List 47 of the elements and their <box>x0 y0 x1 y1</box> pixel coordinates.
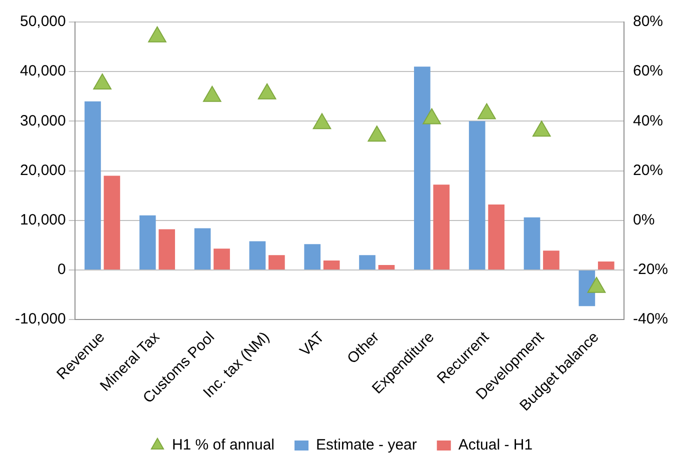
legend-label: H1 % of annual <box>172 436 275 454</box>
y2-tick-label: -40% <box>632 310 668 328</box>
y2-tick-label: 0% <box>632 212 655 229</box>
point <box>478 103 496 120</box>
bar <box>323 260 340 270</box>
bar <box>158 229 176 270</box>
point <box>202 86 222 102</box>
x-tick-label: VAT <box>296 328 328 360</box>
bar <box>214 248 230 270</box>
y2-tick-label: 80% <box>632 13 664 30</box>
bar <box>304 244 321 270</box>
point <box>532 120 551 137</box>
bar <box>84 101 101 270</box>
bar <box>524 217 540 270</box>
point <box>368 126 386 142</box>
y-tick-label: 10,000 <box>20 212 66 229</box>
bar <box>433 184 450 270</box>
bar <box>543 250 560 270</box>
bar <box>414 66 430 270</box>
y-tick-label: 0 <box>58 261 66 278</box>
legend-label: Estimate - year <box>316 436 417 454</box>
y-tick-label: -10,000 <box>15 310 66 328</box>
point <box>312 113 332 130</box>
legend-label: Actual - H1 <box>458 436 533 454</box>
y2-tick-label: 60% <box>632 62 664 80</box>
y2-tick-label: 40% <box>632 112 664 130</box>
y-tick-label: 40,000 <box>20 62 66 80</box>
bar <box>488 204 504 270</box>
bar <box>468 121 486 270</box>
bar <box>104 176 120 270</box>
bar <box>194 228 211 270</box>
point <box>587 276 606 293</box>
bar <box>268 255 285 270</box>
point <box>93 73 112 90</box>
bar <box>378 265 395 270</box>
y-tick-label: 20,000 <box>20 162 66 179</box>
point <box>422 108 441 124</box>
bar <box>359 255 376 270</box>
bar <box>139 215 156 270</box>
y-tick-label: 50,000 <box>20 13 66 30</box>
bar <box>249 241 266 270</box>
bar <box>598 262 614 270</box>
point <box>148 26 166 42</box>
y2-tick-label: 20% <box>632 162 664 179</box>
point <box>258 83 276 100</box>
y2-tick-label: -20% <box>632 261 668 278</box>
y-tick-label: 30,000 <box>20 112 66 130</box>
